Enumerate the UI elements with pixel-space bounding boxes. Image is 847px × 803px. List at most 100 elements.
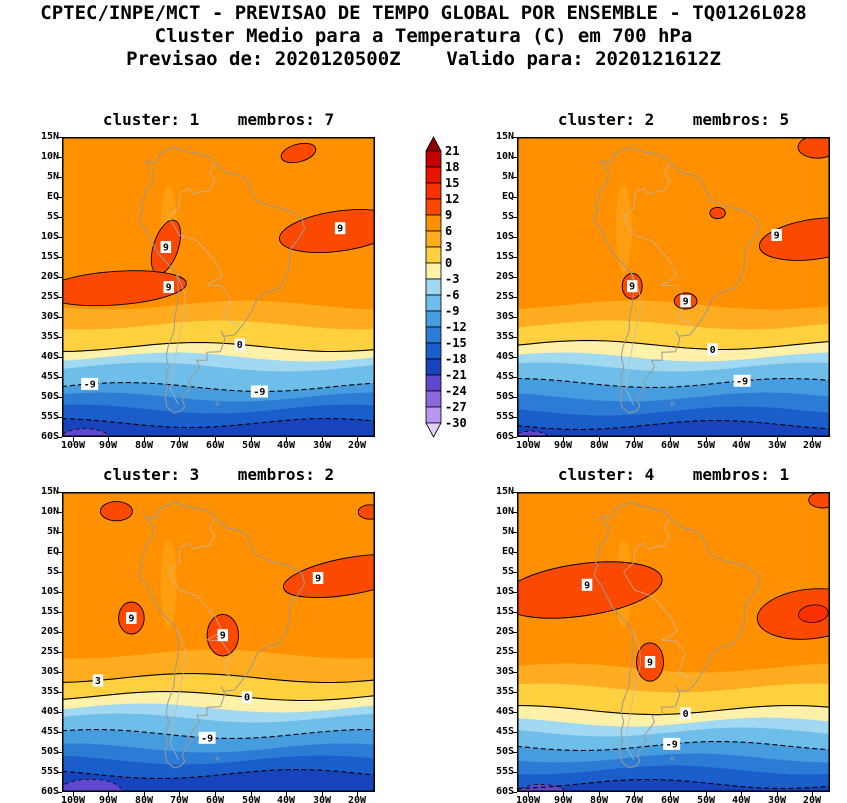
lat-tick-label: 15N	[40, 486, 59, 497]
lat-tick-label: 20S	[495, 271, 514, 282]
figure-title-line1: CPTEC/INPE/MCT - PREVISAO DE TEMPO GLOBA…	[40, 2, 807, 24]
legend-level-label: -27	[445, 400, 467, 414]
lat-tick-label: 35S	[495, 686, 514, 697]
lat-tick-label: 50S	[40, 746, 59, 757]
lat-tick	[57, 612, 62, 613]
svg-text:9: 9	[683, 297, 689, 308]
legend-color-box	[425, 246, 442, 264]
lat-tick	[57, 297, 62, 298]
coastline	[593, 501, 761, 769]
lat-tick-label: 10S	[40, 231, 59, 242]
lat-tick-label: 40S	[495, 351, 514, 362]
lon-tick-label: 40W	[276, 795, 296, 803]
lat-tick	[512, 552, 517, 553]
lat-tick	[512, 277, 517, 278]
legend-color-box	[425, 214, 442, 232]
panel-cluster-1: cluster: 1 membros: 7 0 -9 -9 9 9 9 15N 10N 5N E…	[41, 108, 375, 451]
lat-tick	[57, 437, 62, 438]
lat-tick-label: 15S	[495, 606, 514, 617]
map-plot-area: 0 -9 9 9 9 15N 10N 5N EQ 5S 10S 15S 20S 25S 30S 35S 40S…	[496, 131, 830, 451]
panel-title: cluster: 2 membros: 5	[557, 110, 790, 129]
svg-text:-9: -9	[666, 739, 678, 750]
legend-level-label: -15	[445, 336, 467, 350]
map-frame	[517, 492, 830, 792]
lat-tick	[57, 632, 62, 633]
lon-tick	[670, 437, 671, 442]
lat-tick	[512, 612, 517, 613]
lon-tick-label: 40W	[276, 440, 296, 451]
lat-tick-label: 25S	[40, 291, 59, 302]
lat-tick-label: 5N	[501, 171, 514, 182]
lat-tick-label: 25S	[495, 291, 514, 302]
lat-tick	[57, 512, 62, 513]
lat-tick-label: 55S	[495, 411, 514, 422]
lat-tick	[512, 177, 517, 178]
lat-tick	[57, 237, 62, 238]
legend-level-label: 0	[445, 256, 452, 270]
lat-tick	[512, 197, 517, 198]
legend-color-box	[425, 374, 442, 392]
map-cluster-2: 0 -9 9 9 9	[517, 137, 830, 437]
temperature-field	[517, 137, 830, 437]
legend-level-label: 9	[445, 208, 452, 222]
lon-tick-label: 60W	[660, 440, 680, 451]
lon-tick-label: 30W	[767, 795, 787, 803]
lat-tick-label: 5S	[46, 211, 59, 222]
lon-tick	[144, 792, 145, 797]
lat-tick	[57, 417, 62, 418]
lat-tick-label: 60S	[495, 786, 514, 797]
lat-tick-label: EQ	[46, 191, 59, 202]
map-plot-area: 0 -9 9 9 15N 10N 5N EQ 5S 10S 15S 20S 25S 30S 35S 40S 4…	[496, 486, 830, 803]
lon-tick	[357, 792, 358, 797]
lat-tick-label: 35S	[40, 686, 59, 697]
lon-tick	[73, 792, 74, 797]
lon-tick-label: 20W	[347, 795, 367, 803]
lon-tick-label: 90W	[98, 440, 118, 451]
legend-color-box	[425, 342, 442, 360]
lon-tick-label: 70W	[624, 440, 644, 451]
lon-tick	[563, 792, 564, 797]
lat-tick-label: 45S	[495, 371, 514, 382]
lat-tick-label: 10S	[495, 231, 514, 242]
lat-tick	[512, 532, 517, 533]
lat-tick	[57, 672, 62, 673]
panel-title: cluster: 1 membros: 7	[102, 110, 335, 129]
lat-tick	[512, 257, 517, 258]
lon-tick	[563, 437, 564, 442]
svg-text:9: 9	[584, 580, 590, 591]
lon-tick-label: 50W	[241, 440, 261, 451]
lon-tick-label: 70W	[624, 795, 644, 803]
legend-color-box	[425, 406, 442, 424]
lon-tick-label: 100W	[60, 440, 86, 451]
lat-tick-label: 10N	[40, 506, 59, 517]
lon-tick-label: 50W	[696, 795, 716, 803]
lat-tick-label: 15N	[495, 131, 514, 142]
lat-tick	[512, 337, 517, 338]
lon-tick-label: 20W	[347, 440, 367, 451]
lat-tick-label: 60S	[40, 786, 59, 797]
lon-tick-label: 80W	[134, 795, 154, 803]
lon-tick-label: 100W	[515, 440, 541, 451]
coastline	[138, 501, 306, 769]
lat-tick	[512, 572, 517, 573]
lon-tick-label: 70W	[169, 795, 189, 803]
legend-color-box	[425, 358, 442, 376]
lon-tick-label: 80W	[589, 440, 609, 451]
lat-tick-label: 10S	[40, 586, 59, 597]
lon-tick-label: 90W	[98, 795, 118, 803]
lon-tick	[599, 792, 600, 797]
lon-tick	[706, 437, 707, 442]
lon-tick	[634, 437, 635, 442]
legend-color-box	[425, 198, 442, 216]
legend-level-label: -6	[445, 288, 459, 302]
lat-tick	[512, 357, 517, 358]
lon-tick-label: 30W	[312, 795, 332, 803]
lon-tick-label: 50W	[696, 440, 716, 451]
lon-tick	[634, 792, 635, 797]
legend-level-label: -3	[445, 272, 459, 286]
svg-text:-9: -9	[84, 379, 96, 390]
warm-cells	[621, 137, 830, 310]
svg-text:-9: -9	[253, 387, 265, 398]
legend-level-label: -18	[445, 352, 467, 366]
lat-tick	[512, 592, 517, 593]
